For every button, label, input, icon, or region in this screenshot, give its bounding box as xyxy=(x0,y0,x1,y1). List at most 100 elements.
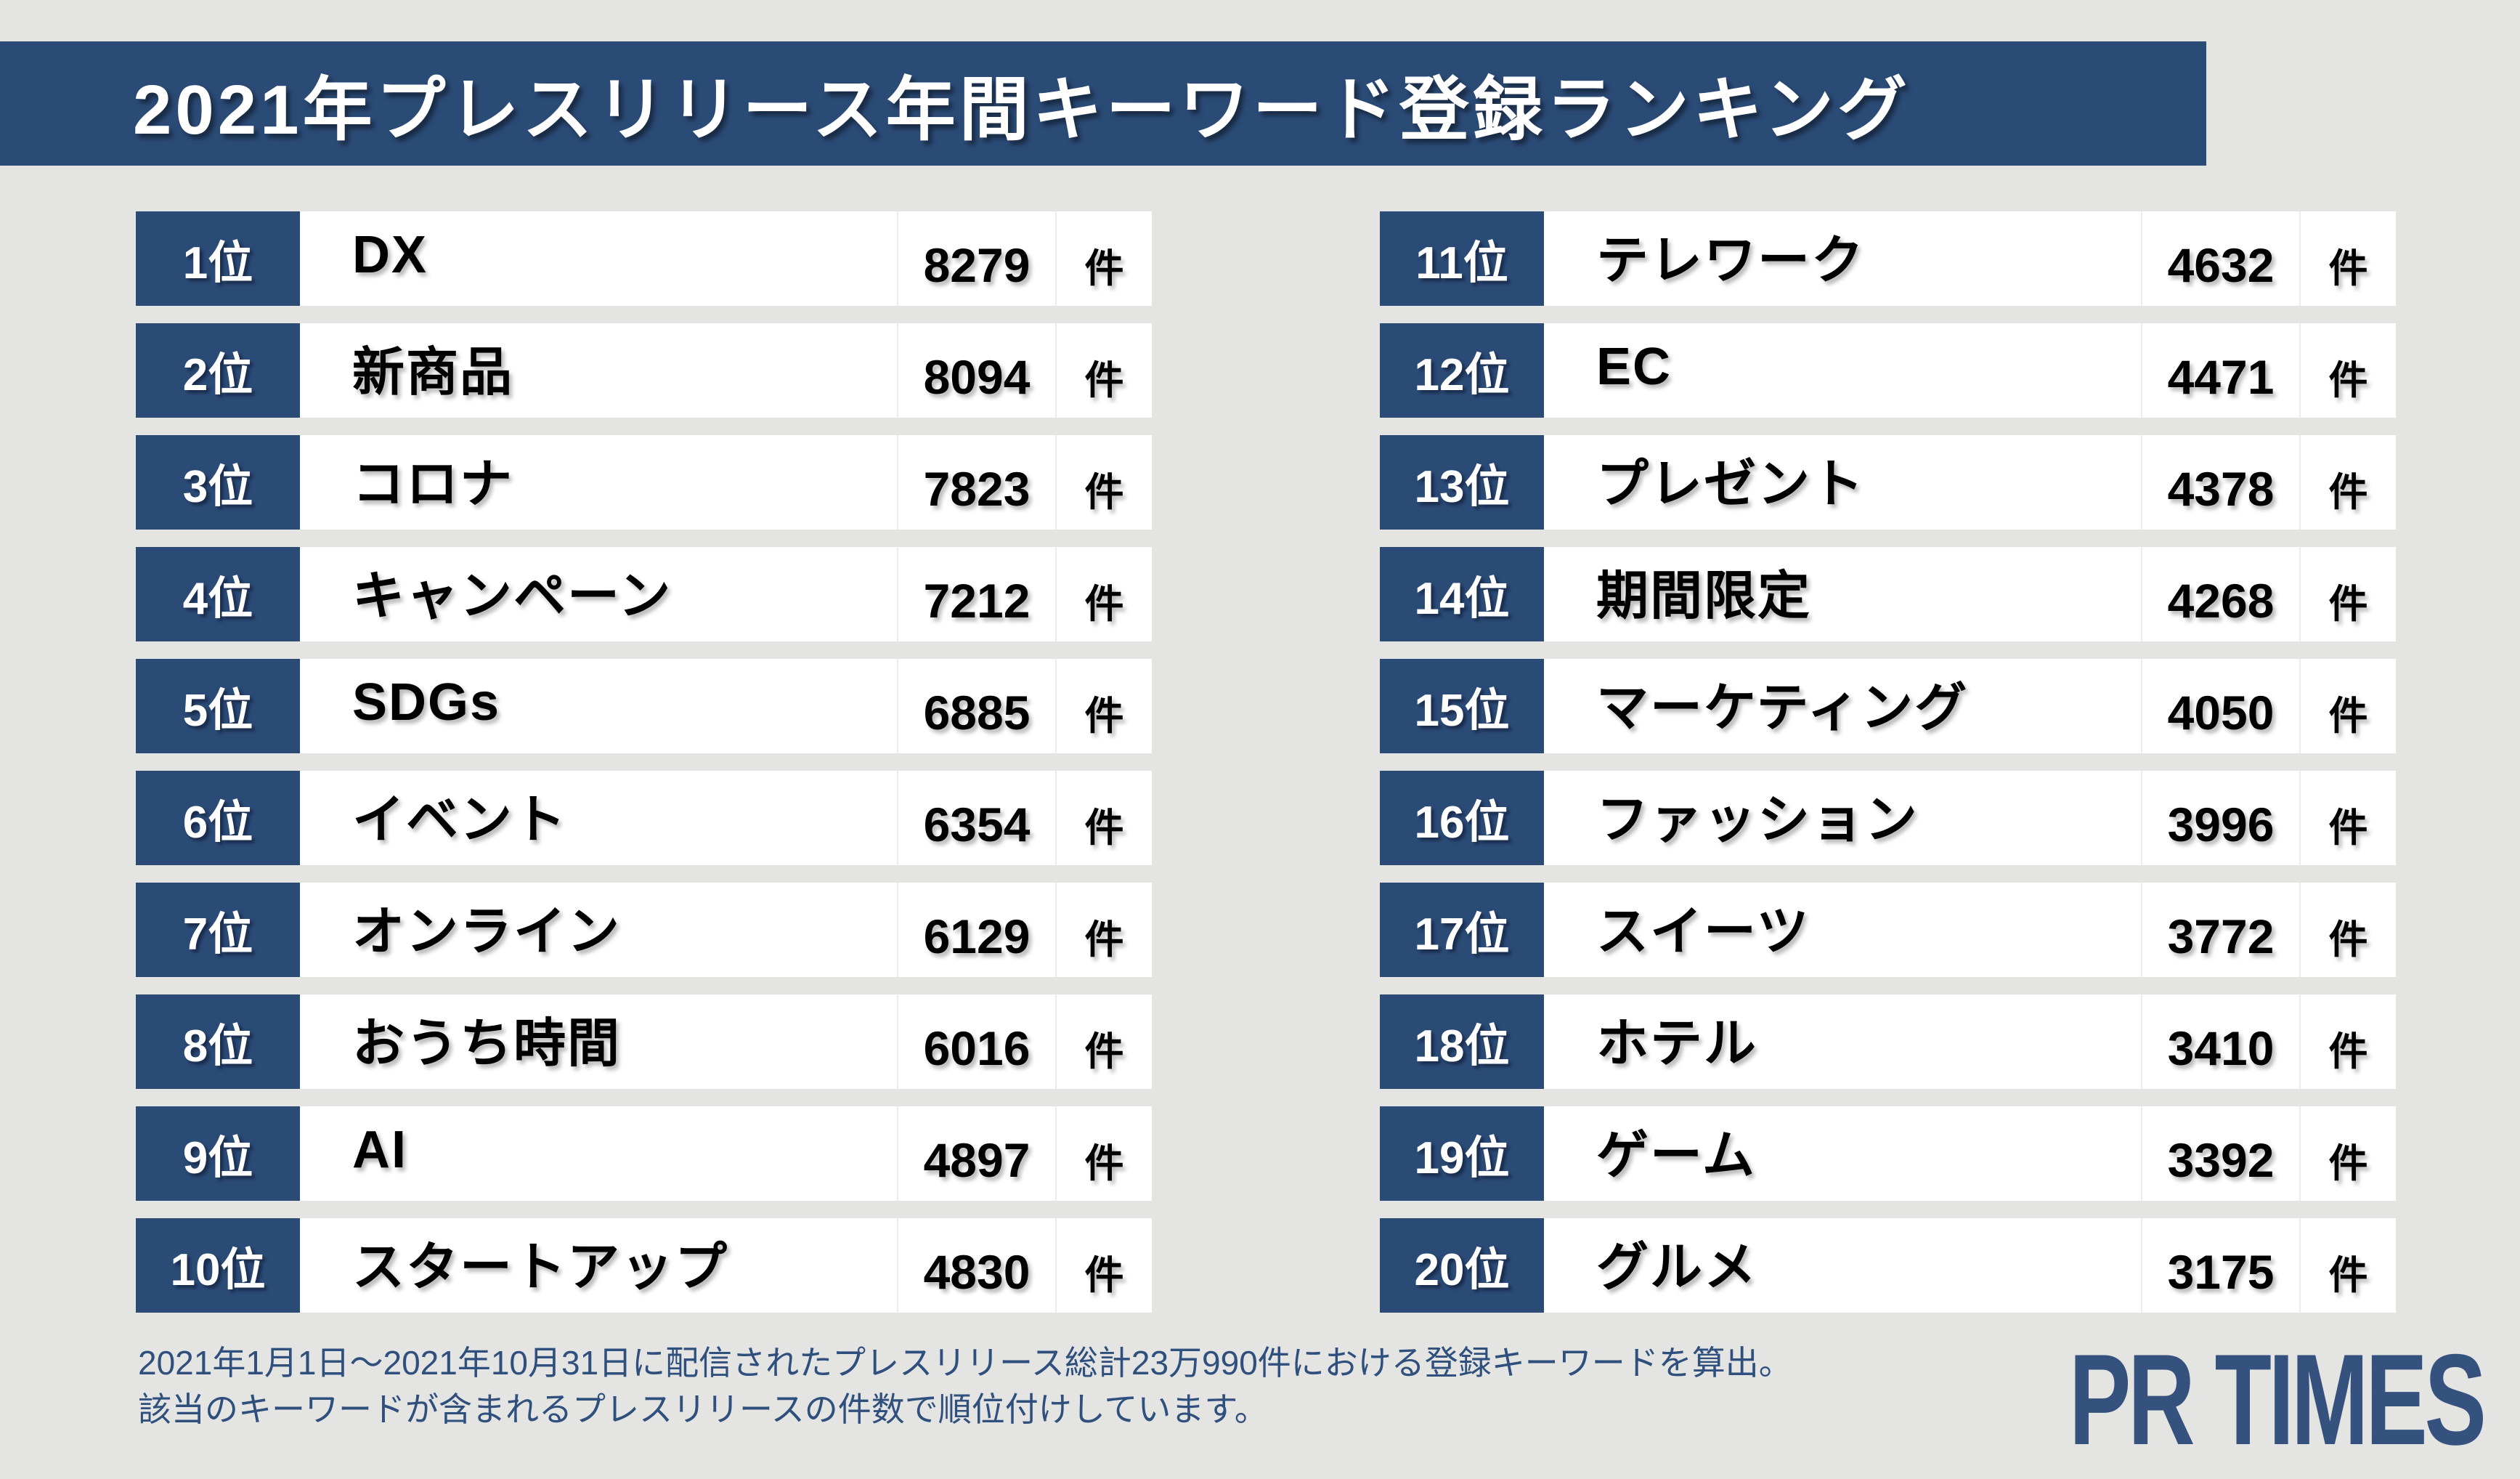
count-value: 8279 xyxy=(897,211,1055,306)
count-value: 4050 xyxy=(2141,659,2299,753)
count-unit-label: 件 xyxy=(1055,883,1152,977)
count-unit-label: 件 xyxy=(1055,435,1152,530)
rank-badge: 17位 xyxy=(1380,883,1544,977)
ranking-row: 3位 コロナ 7823 件 xyxy=(136,435,1152,530)
keyword-label: スタートアップ xyxy=(300,1218,897,1313)
keyword-label: SDGs xyxy=(300,659,897,753)
rank-badge: 3位 xyxy=(136,435,300,530)
rank-badge: 1位 xyxy=(136,211,300,306)
ranking-grid: 1位 DX 8279 件 2位 新商品 8094 件 3位 コロナ 7823 件… xyxy=(136,211,2396,1313)
count-unit-label: 件 xyxy=(2299,994,2396,1089)
count-unit-label: 件 xyxy=(2299,883,2396,977)
count-value: 7212 xyxy=(897,547,1055,641)
count-unit-label: 件 xyxy=(2299,435,2396,530)
ranking-row: 10位 スタートアップ 4830 件 xyxy=(136,1218,1152,1313)
keyword-label: ファッション xyxy=(1544,771,2141,865)
count-unit-label: 件 xyxy=(2299,211,2396,306)
keyword-label: AI xyxy=(300,1106,897,1201)
pr-times-logo: PR TIMES xyxy=(2069,1327,2487,1472)
keyword-label: オンライン xyxy=(300,883,897,977)
keyword-label: ホテル xyxy=(1544,994,2141,1089)
count-unit-label: 件 xyxy=(1055,771,1152,865)
count-value: 6354 xyxy=(897,771,1055,865)
footnote-line1: 2021年1月1日～2021年10月31日に配信されたプレスリリース総計23万9… xyxy=(138,1344,1792,1382)
ranking-column-left: 1位 DX 8279 件 2位 新商品 8094 件 3位 コロナ 7823 件… xyxy=(136,211,1152,1313)
ranking-row: 8位 おうち時間 6016 件 xyxy=(136,994,1152,1089)
rank-badge: 19位 xyxy=(1380,1106,1544,1201)
keyword-label: ゲーム xyxy=(1544,1106,2141,1201)
keyword-label: プレゼント xyxy=(1544,435,2141,530)
keyword-label: おうち時間 xyxy=(300,994,897,1089)
count-unit-label: 件 xyxy=(1055,994,1152,1089)
header-bar: 2021年プレスリリース年間キーワード登録ランキング xyxy=(0,41,2206,166)
count-unit-label: 件 xyxy=(1055,659,1152,753)
count-value: 3996 xyxy=(2141,771,2299,865)
rank-badge: 8位 xyxy=(136,994,300,1089)
ranking-row: 17位 スイーツ 3772 件 xyxy=(1380,883,2396,977)
rank-badge: 4位 xyxy=(136,547,300,641)
count-value: 4830 xyxy=(897,1218,1055,1313)
count-value: 3175 xyxy=(2141,1218,2299,1313)
keyword-label: キャンペーン xyxy=(300,547,897,641)
count-unit-label: 件 xyxy=(1055,1106,1152,1201)
count-unit-label: 件 xyxy=(1055,1218,1152,1313)
rank-badge: 7位 xyxy=(136,883,300,977)
rank-badge: 18位 xyxy=(1380,994,1544,1089)
keyword-label: コロナ xyxy=(300,435,897,530)
keyword-label: グルメ xyxy=(1544,1218,2141,1313)
count-value: 3410 xyxy=(2141,994,2299,1089)
rank-badge: 6位 xyxy=(136,771,300,865)
keyword-label: マーケティング xyxy=(1544,659,2141,753)
count-unit-label: 件 xyxy=(1055,323,1152,418)
count-unit-label: 件 xyxy=(2299,659,2396,753)
count-value: 4378 xyxy=(2141,435,2299,530)
ranking-row: 4位 キャンペーン 7212 件 xyxy=(136,547,1152,641)
count-unit-label: 件 xyxy=(1055,547,1152,641)
count-value: 8094 xyxy=(897,323,1055,418)
count-value: 4268 xyxy=(2141,547,2299,641)
rank-badge: 14位 xyxy=(1380,547,1544,641)
ranking-row: 2位 新商品 8094 件 xyxy=(136,323,1152,418)
ranking-row: 18位 ホテル 3410 件 xyxy=(1380,994,2396,1089)
ranking-row: 16位 ファッション 3996 件 xyxy=(1380,771,2396,865)
keyword-label: 新商品 xyxy=(300,323,897,418)
count-value: 7823 xyxy=(897,435,1055,530)
count-unit-label: 件 xyxy=(2299,1106,2396,1201)
keyword-label: EC xyxy=(1544,323,2141,418)
keyword-label: テレワーク xyxy=(1544,211,2141,306)
footnote-line2: 該当のキーワードが含まれるプレスリリースの件数で順位付けしています。 xyxy=(138,1390,1268,1428)
ranking-row: 19位 ゲーム 3392 件 xyxy=(1380,1106,2396,1201)
ranking-row: 20位 グルメ 3175 件 xyxy=(1380,1218,2396,1313)
ranking-row: 11位 テレワーク 4632 件 xyxy=(1380,211,2396,306)
ranking-row: 12位 EC 4471 件 xyxy=(1380,323,2396,418)
count-value: 3392 xyxy=(2141,1106,2299,1201)
ranking-row: 6位 イベント 6354 件 xyxy=(136,771,1152,865)
ranking-column-right: 11位 テレワーク 4632 件 12位 EC 4471 件 13位 プレゼント… xyxy=(1380,211,2396,1313)
count-unit-label: 件 xyxy=(1055,211,1152,306)
count-value: 6016 xyxy=(897,994,1055,1089)
rank-badge: 15位 xyxy=(1380,659,1544,753)
rank-badge: 9位 xyxy=(136,1106,300,1201)
ranking-row: 15位 マーケティング 4050 件 xyxy=(1380,659,2396,753)
count-value: 4632 xyxy=(2141,211,2299,306)
rank-badge: 20位 xyxy=(1380,1218,1544,1313)
count-value: 3772 xyxy=(2141,883,2299,977)
count-value: 4471 xyxy=(2141,323,2299,418)
ranking-row: 13位 プレゼント 4378 件 xyxy=(1380,435,2396,530)
footnote: 2021年1月1日～2021年10月31日に配信されたプレスリリース総計23万9… xyxy=(138,1340,1792,1433)
rank-badge: 2位 xyxy=(136,323,300,418)
count-unit-label: 件 xyxy=(2299,1218,2396,1313)
rank-badge: 13位 xyxy=(1380,435,1544,530)
ranking-row: 14位 期間限定 4268 件 xyxy=(1380,547,2396,641)
rank-badge: 11位 xyxy=(1380,211,1544,306)
keyword-label: DX xyxy=(300,211,897,306)
rank-badge: 16位 xyxy=(1380,771,1544,865)
rank-badge: 12位 xyxy=(1380,323,1544,418)
ranking-row: 1位 DX 8279 件 xyxy=(136,211,1152,306)
keyword-label: 期間限定 xyxy=(1544,547,2141,641)
keyword-label: イベント xyxy=(300,771,897,865)
ranking-row: 7位 オンライン 6129 件 xyxy=(136,883,1152,977)
keyword-label: スイーツ xyxy=(1544,883,2141,977)
count-value: 6885 xyxy=(897,659,1055,753)
count-unit-label: 件 xyxy=(2299,547,2396,641)
